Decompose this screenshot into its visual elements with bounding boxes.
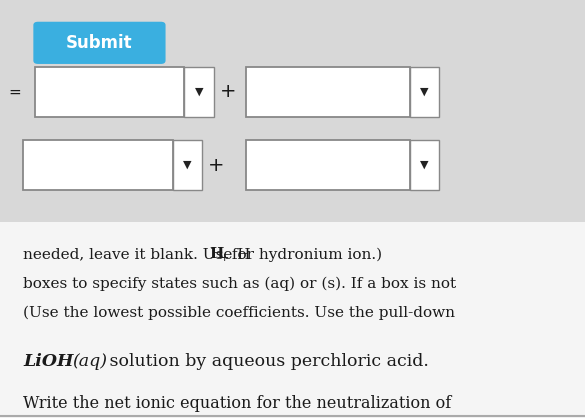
Text: for hydronium ion.): for hydronium ion.) — [227, 247, 382, 262]
Text: +: + — [208, 155, 225, 175]
Text: solution by aqueous perchloric acid.: solution by aqueous perchloric acid. — [104, 353, 428, 370]
Text: needed, leave it blank. Use H: needed, leave it blank. Use H — [23, 247, 251, 261]
Text: (Use the lowest possible coefficients. Use the pull-down: (Use the lowest possible coefficients. U… — [23, 306, 455, 320]
Text: Submit: Submit — [66, 34, 133, 52]
Text: (aq): (aq) — [72, 353, 107, 370]
Text: Write the net ionic equation for the neutralization of: Write the net ionic equation for the neu… — [23, 395, 452, 412]
FancyBboxPatch shape — [173, 140, 202, 190]
FancyBboxPatch shape — [246, 67, 410, 117]
FancyBboxPatch shape — [184, 67, 214, 117]
Text: ▼: ▼ — [420, 160, 428, 170]
FancyBboxPatch shape — [410, 140, 439, 190]
Bar — [0, 0, 585, 222]
Text: boxes to specify states such as (aq) or (s). If a box is not: boxes to specify states such as (aq) or … — [23, 277, 456, 291]
Text: LiOH: LiOH — [23, 353, 74, 370]
FancyBboxPatch shape — [35, 67, 184, 117]
Text: ▼: ▼ — [183, 160, 191, 170]
Text: =: = — [9, 84, 22, 99]
FancyBboxPatch shape — [23, 140, 173, 190]
Text: +: + — [220, 82, 236, 102]
Text: +: + — [220, 253, 229, 263]
FancyBboxPatch shape — [410, 67, 439, 117]
Text: H: H — [209, 247, 224, 261]
Bar — [0, 222, 585, 418]
FancyBboxPatch shape — [33, 22, 166, 64]
Text: ▼: ▼ — [195, 87, 203, 97]
Text: ▼: ▼ — [420, 87, 428, 97]
FancyBboxPatch shape — [246, 140, 410, 190]
